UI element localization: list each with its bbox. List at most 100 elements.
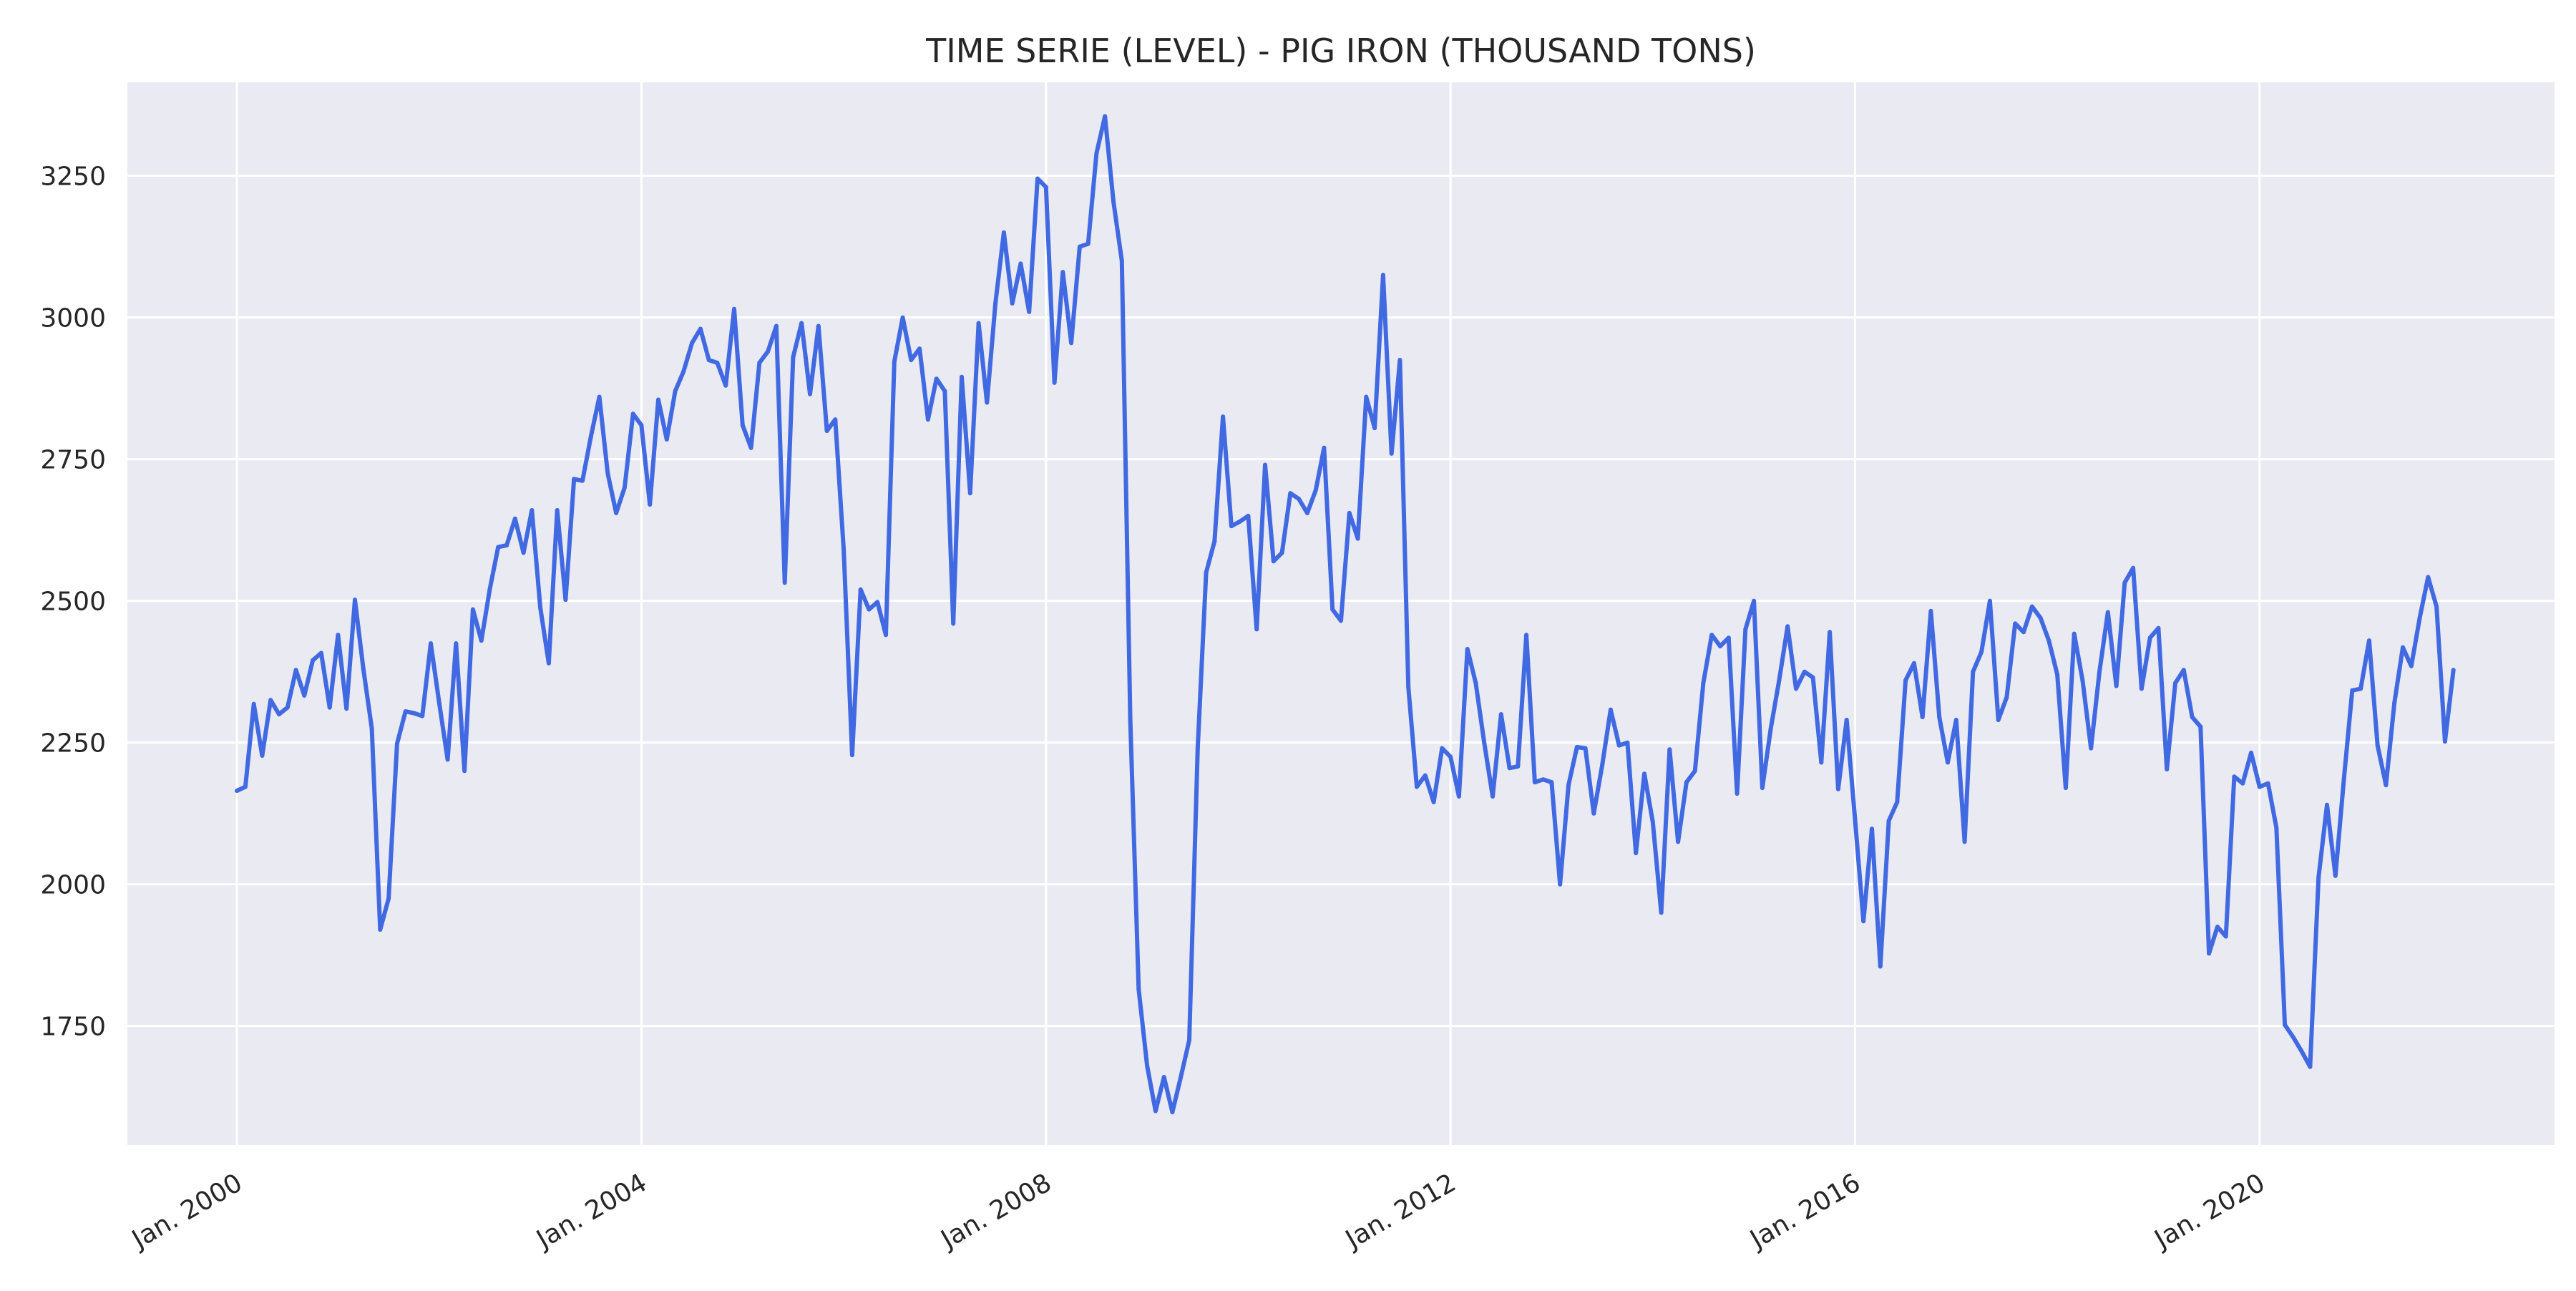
data-point bbox=[1549, 780, 1554, 785]
data-point bbox=[1937, 715, 1942, 719]
data-point bbox=[1187, 1038, 1191, 1043]
data-point bbox=[757, 361, 762, 365]
data-point bbox=[285, 705, 290, 710]
data-point bbox=[622, 485, 627, 490]
data-point bbox=[369, 726, 374, 731]
data-point bbox=[1195, 746, 1200, 751]
data-point bbox=[1971, 669, 1976, 674]
data-point bbox=[1996, 718, 2001, 722]
data-point bbox=[1297, 497, 1302, 502]
data-point bbox=[2055, 672, 2060, 677]
data-point bbox=[2274, 825, 2279, 830]
data-point bbox=[884, 633, 888, 638]
data-point bbox=[1802, 669, 1807, 674]
data-point bbox=[1465, 647, 1470, 651]
data-point bbox=[1254, 627, 1259, 632]
data-point bbox=[1389, 451, 1394, 456]
data-point bbox=[875, 600, 880, 605]
data-point bbox=[2350, 688, 2355, 693]
data-point bbox=[1170, 1110, 1175, 1115]
data-point bbox=[715, 361, 720, 365]
data-point bbox=[504, 543, 509, 548]
data-point bbox=[1153, 1109, 1158, 1114]
data-point bbox=[2131, 565, 2136, 570]
data-point bbox=[302, 693, 307, 698]
data-point bbox=[766, 349, 771, 354]
data-point bbox=[1878, 964, 1883, 969]
data-point bbox=[1313, 488, 1318, 493]
data-point bbox=[2198, 724, 2203, 729]
data-point bbox=[344, 706, 349, 711]
data-point bbox=[445, 757, 450, 762]
data-point bbox=[521, 550, 526, 555]
y-tick-label: 3250 bbox=[40, 162, 106, 192]
data-point bbox=[1659, 910, 1664, 915]
data-point bbox=[1735, 791, 1740, 796]
data-point bbox=[1785, 624, 1790, 629]
data-point bbox=[605, 471, 610, 476]
data-point bbox=[2072, 631, 2077, 636]
series-points bbox=[235, 114, 2456, 1115]
data-point bbox=[1111, 199, 1116, 204]
series-layer bbox=[235, 114, 2456, 1115]
data-point bbox=[327, 705, 332, 710]
data-point bbox=[251, 701, 256, 706]
data-point bbox=[1574, 745, 1579, 749]
data-point bbox=[2366, 638, 2371, 643]
data-point bbox=[2257, 784, 2262, 789]
data-point bbox=[2333, 873, 2338, 878]
data-point bbox=[1145, 1063, 1150, 1068]
data-point bbox=[849, 753, 854, 758]
data-point bbox=[1330, 607, 1335, 612]
data-point bbox=[2165, 766, 2170, 771]
data-point bbox=[1128, 718, 1133, 722]
data-point bbox=[732, 306, 736, 311]
data-point bbox=[2181, 668, 2186, 673]
data-point bbox=[1566, 783, 1571, 788]
data-point bbox=[2232, 774, 2237, 779]
data-point bbox=[782, 580, 787, 585]
y-axis: 1750 2000 2250 2500 2750 3000 3250 bbox=[40, 162, 106, 1042]
data-point bbox=[1920, 715, 1925, 719]
data-point bbox=[2105, 610, 2110, 615]
x-gridlines bbox=[235, 82, 2261, 1145]
data-point bbox=[1440, 746, 1445, 751]
y-tick-label: 2750 bbox=[40, 446, 106, 475]
data-point bbox=[1271, 559, 1276, 564]
data-point bbox=[1498, 712, 1503, 717]
data-point bbox=[1364, 394, 1369, 399]
data-point bbox=[597, 394, 602, 399]
data-point bbox=[429, 641, 433, 646]
data-point bbox=[1179, 1075, 1184, 1079]
data-point bbox=[934, 376, 939, 381]
data-point bbox=[681, 369, 686, 374]
data-point bbox=[2325, 802, 2329, 807]
data-point bbox=[925, 417, 930, 422]
data-point bbox=[1516, 764, 1521, 769]
data-point bbox=[1718, 644, 1722, 648]
data-point bbox=[2401, 645, 2405, 650]
data-point bbox=[1701, 681, 1706, 686]
data-point bbox=[1532, 780, 1537, 785]
data-point bbox=[2358, 686, 2363, 691]
data-point bbox=[2290, 1035, 2296, 1040]
data-point bbox=[454, 641, 459, 646]
data-point bbox=[740, 423, 745, 428]
data-point bbox=[909, 358, 914, 363]
data-point bbox=[555, 508, 560, 512]
data-point bbox=[816, 323, 821, 328]
data-point bbox=[2215, 925, 2220, 930]
data-point bbox=[2207, 951, 2212, 956]
y-gridlines bbox=[127, 175, 2555, 1028]
data-point bbox=[833, 417, 838, 422]
data-point bbox=[2013, 621, 2018, 626]
data-point bbox=[2097, 669, 2102, 674]
data-point bbox=[538, 605, 543, 610]
data-point bbox=[470, 607, 475, 612]
data-point bbox=[2063, 786, 2068, 790]
data-point bbox=[436, 701, 441, 706]
data-point bbox=[2375, 743, 2380, 748]
data-point bbox=[1204, 570, 1209, 575]
